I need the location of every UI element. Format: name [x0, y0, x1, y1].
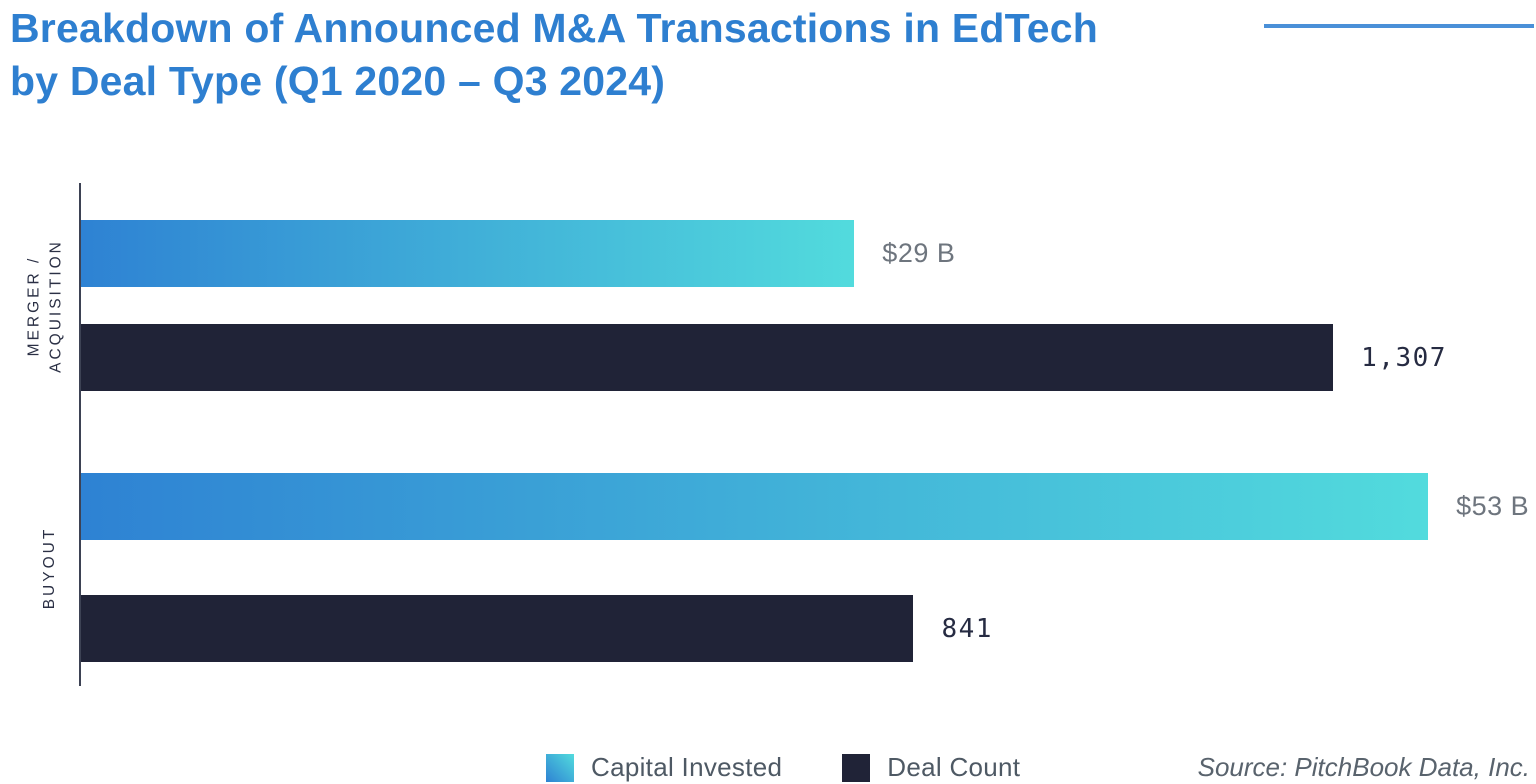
value-label-buyout-capital: $53 B	[1456, 491, 1530, 521]
legend: Capital Invested Deal Count	[546, 752, 1020, 783]
chart-title-line2: by Deal Type (Q1 2020 – Q3 2024)	[10, 58, 666, 105]
value-label-buyout-deal-count: 841	[941, 613, 993, 644]
chart-title: Breakdown of Announced M&A Transactions …	[10, 2, 1098, 109]
legend-item-capital-invested: Capital Invested	[546, 752, 782, 783]
bar-row-merger-deal-count: 1,307	[81, 324, 1457, 391]
legend-label-capital-invested: Capital Invested	[591, 752, 783, 782]
bar-row-buyout-deal-count: 841	[81, 595, 1457, 662]
chart-title-line1: Breakdown of Announced M&A Transactions …	[10, 5, 1099, 51]
source-attribution: Source: PitchBook Data, Inc.	[1197, 752, 1530, 782]
value-label-merger-deal-count: 1,307	[1361, 342, 1447, 373]
capital-invested-swatch-icon	[546, 753, 574, 782]
plot-area: $29 B 1,307 $53 B 841	[79, 183, 1529, 686]
legend-label-deal-count: Deal Count	[887, 752, 1021, 782]
bar-merger-deal-count	[81, 324, 1334, 391]
bar-row-buyout-capital: $53 B	[81, 473, 1529, 540]
legend-item-deal-count: Deal Count	[842, 752, 1020, 783]
category-label-buyout: BUYOUT	[40, 526, 58, 610]
bar-buyout-capital-invested	[81, 473, 1429, 540]
y-axis-line	[79, 183, 81, 686]
value-label-merger-capital: $29 B	[882, 238, 956, 268]
bar-buyout-deal-count	[81, 595, 914, 662]
bar-merger-capital-invested	[81, 220, 855, 287]
deal-count-swatch-icon	[842, 753, 871, 782]
category-label-merger-acquisition: MERGER / ACQUISITION	[25, 239, 65, 373]
title-decoration-line	[1264, 24, 1534, 28]
bar-row-merger-capital: $29 B	[81, 220, 1457, 287]
